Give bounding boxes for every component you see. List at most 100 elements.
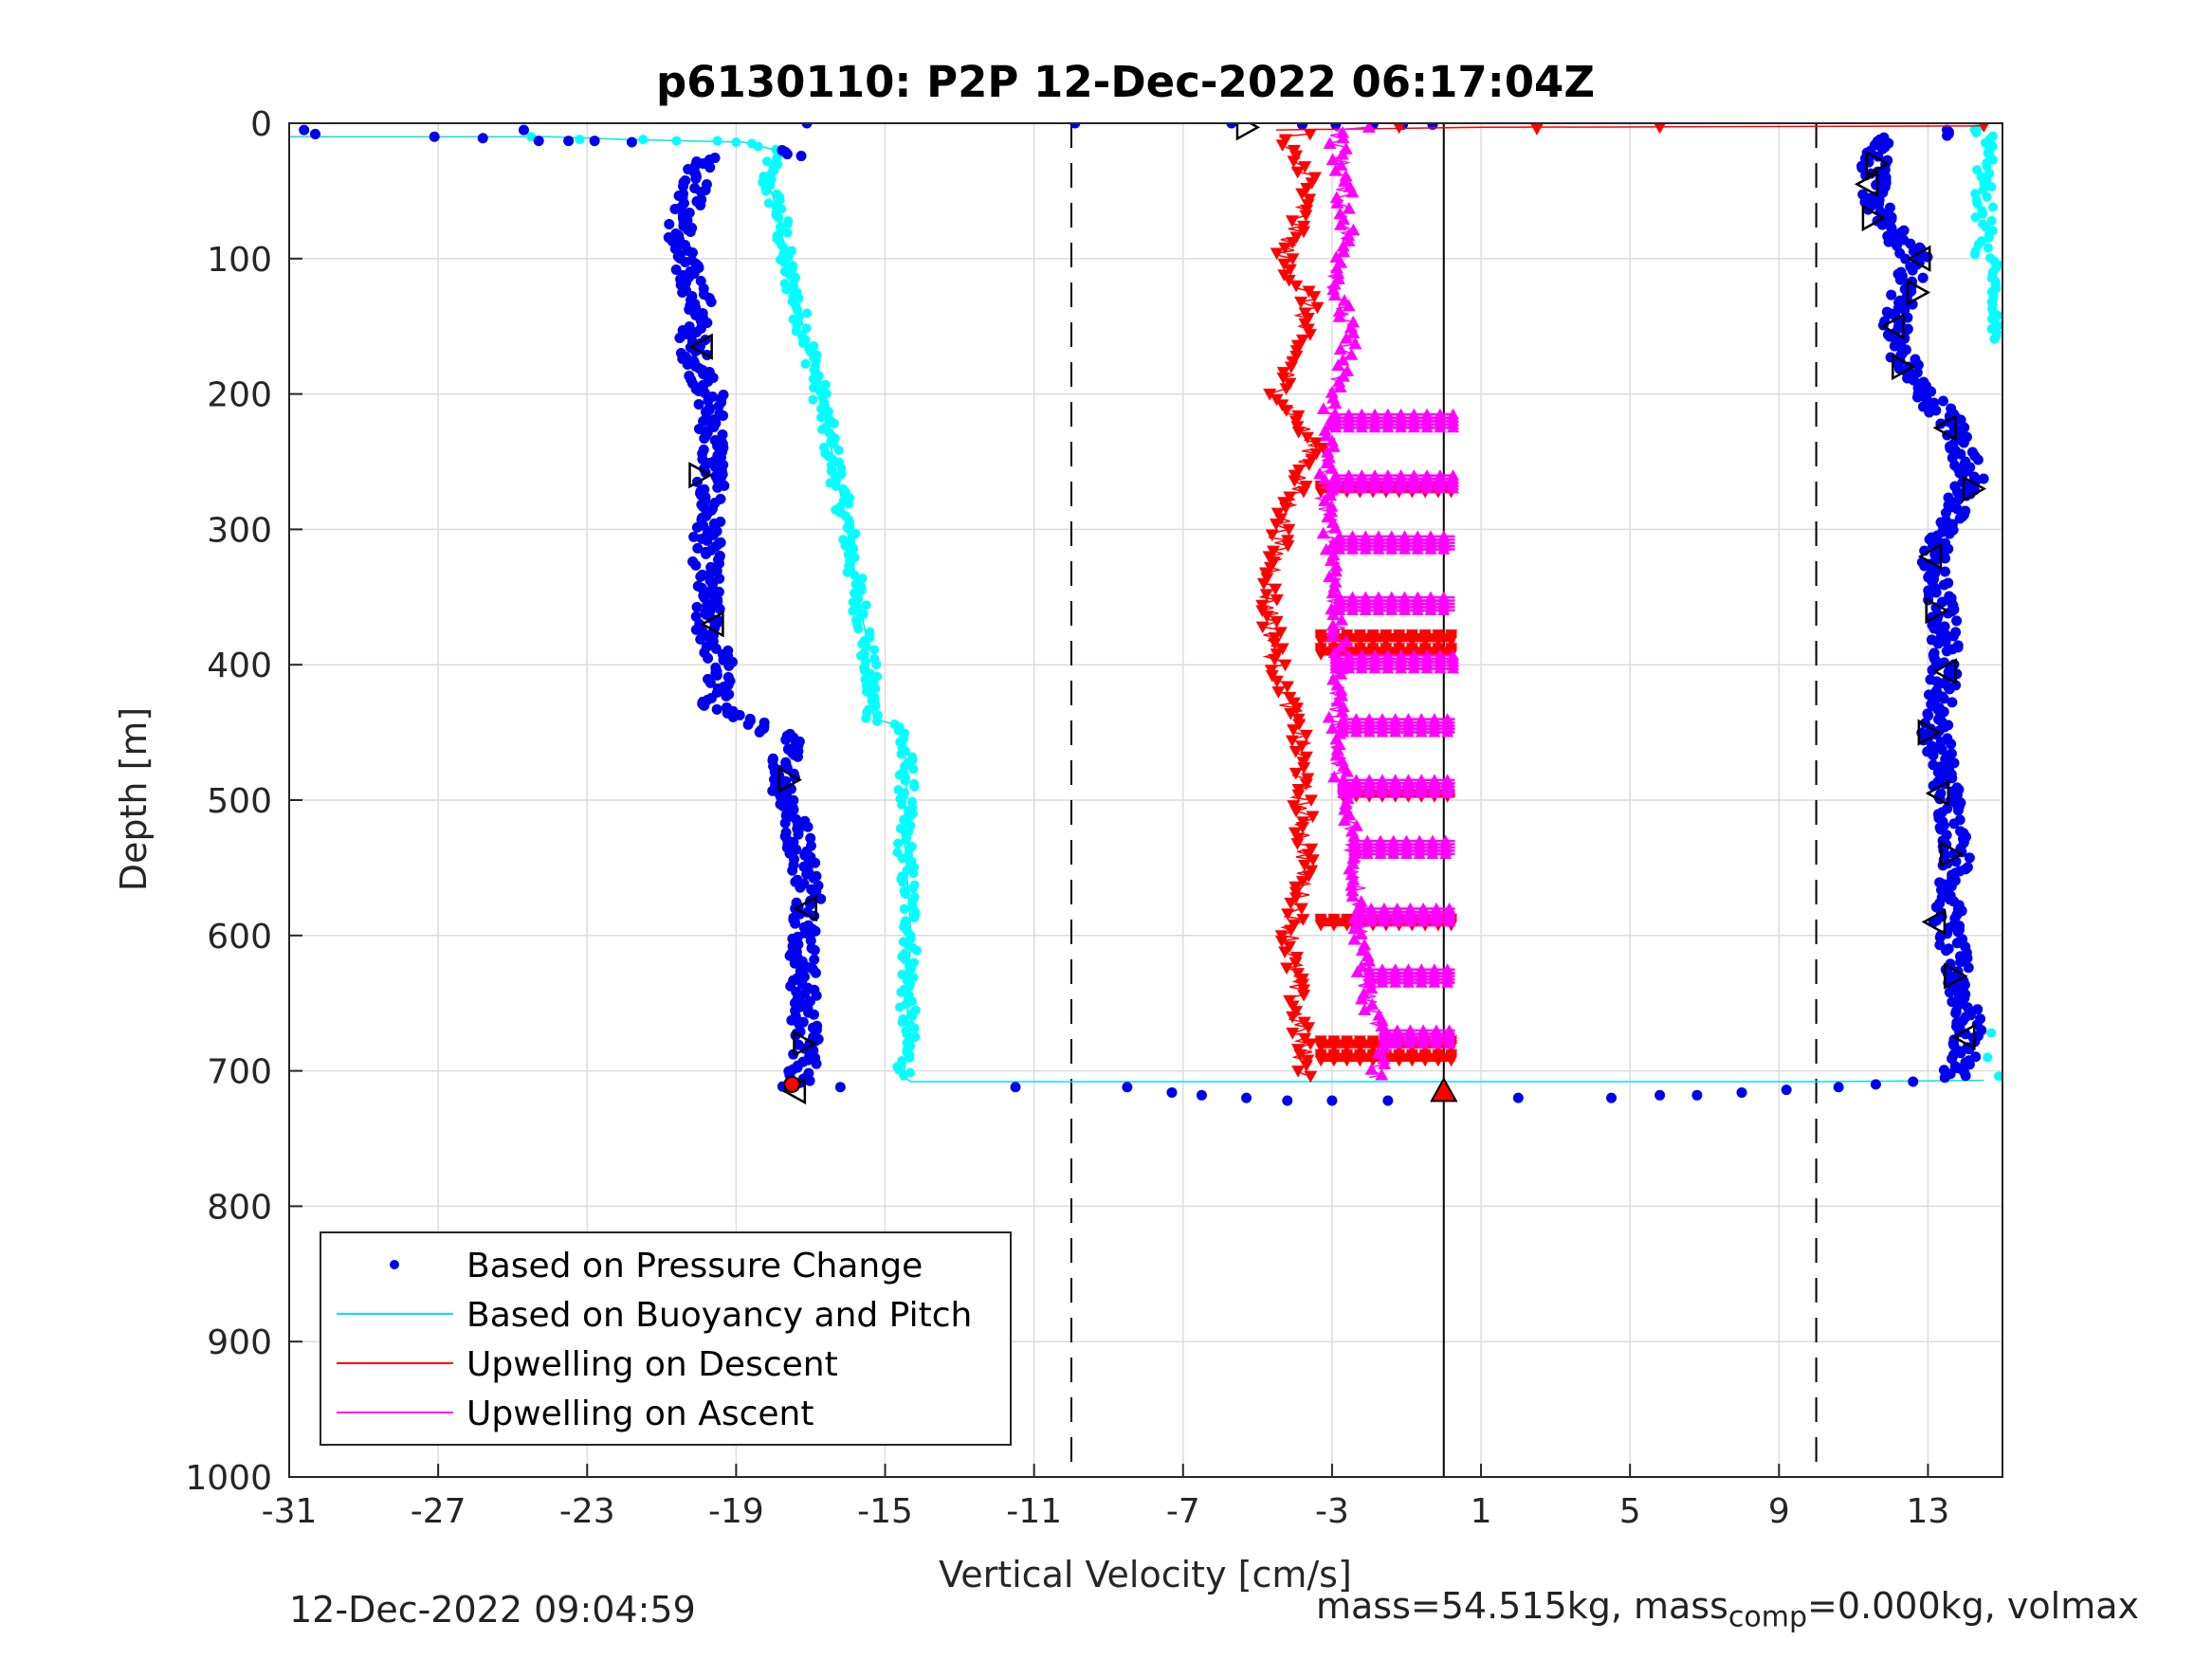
open-triangle-marker	[1907, 245, 1931, 272]
legend-label-buoyancy: Based on Buoyancy and Pitch	[466, 1296, 972, 1335]
ascent-marker	[1338, 813, 1352, 827]
ascent-marker	[1329, 558, 1344, 572]
ascent-burst-marker	[1347, 848, 1361, 860]
ascent-marker	[1330, 743, 1344, 756]
descent-marker	[1289, 805, 1304, 818]
ascent-burst-marker	[1401, 725, 1415, 738]
y-tick-label: 1000	[185, 1459, 272, 1498]
pressure-ascent-point	[1948, 818, 1960, 830]
pressure-descent-point	[698, 368, 709, 379]
ascent-burst-marker	[1346, 543, 1360, 555]
ascent-marker	[1325, 629, 1339, 642]
pressure-sparse-point	[1781, 1085, 1792, 1096]
ascent-burst-marker	[1395, 662, 1408, 674]
pressure-sparse-point	[309, 128, 320, 139]
descent-marker	[1289, 767, 1303, 780]
ascent-burst-marker	[1381, 482, 1395, 494]
ascent-marker	[1340, 765, 1354, 777]
pressure-descent-point	[704, 162, 716, 173]
pressure-ascent-point	[1947, 630, 1959, 642]
open-triangle-marker	[1925, 779, 1950, 807]
descent-marker	[1297, 226, 1311, 239]
pressure-descent-point	[711, 703, 722, 715]
pressure-ascent-point	[1944, 987, 1955, 998]
descent-marker	[1300, 431, 1314, 445]
ascent-burst-marker	[1403, 1037, 1417, 1048]
pressure-ascent-point	[1926, 386, 1937, 397]
pressure-ascent-point	[1894, 274, 1906, 285]
descent-marker	[1307, 291, 1322, 303]
ascent-marker	[1377, 1051, 1391, 1065]
ascent-marker	[1325, 153, 1340, 166]
buoyancy-point	[861, 713, 871, 723]
x-tick-label: -23	[559, 1492, 615, 1531]
ascent-burst-marker	[1447, 482, 1460, 494]
ascent-marker	[1375, 1067, 1389, 1081]
descent-marker	[1310, 301, 1325, 315]
pressure-sparse-point	[1606, 1092, 1618, 1103]
descent-burst-marker	[1327, 1042, 1341, 1053]
ascent-burst-marker	[1368, 662, 1381, 674]
descent-marker	[1303, 128, 1317, 141]
pressure-descent-point	[701, 548, 712, 559]
buoyancy-point	[901, 835, 911, 846]
ascent-burst-marker	[1364, 915, 1378, 927]
pressure-descent-point	[808, 872, 819, 884]
ascent-marker	[1345, 185, 1360, 198]
pressure-descent-point	[703, 652, 714, 664]
descent-marker	[1280, 681, 1294, 694]
ascent-marker	[1339, 797, 1353, 810]
buoyancy-point	[808, 394, 818, 405]
ascent-marker	[1334, 640, 1348, 653]
descent-marker	[1289, 745, 1303, 758]
descent-marker	[1299, 210, 1313, 223]
pressure-descent-point	[695, 571, 706, 582]
buoyancy-pitch-points	[526, 123, 2002, 1082]
descent-burst-marker	[1418, 635, 1432, 647]
ascent-marker	[1323, 137, 1337, 150]
pressure-descent-point	[704, 677, 716, 688]
open-triangle-marker	[1940, 840, 1965, 868]
pressure-descent-point	[779, 817, 791, 829]
descent-burst-marker	[1353, 1042, 1366, 1053]
pressure-ascent-point	[1928, 750, 1939, 761]
pressure-ascent-point	[1963, 962, 1974, 974]
open-triangle-marker	[1865, 150, 1891, 177]
pressure-descent-point	[685, 227, 696, 238]
descent-burst-marker	[1353, 635, 1366, 647]
ascent-burst-marker	[1437, 543, 1451, 555]
buoyancy-point	[761, 156, 772, 167]
pressure-descent-point	[691, 601, 703, 612]
descent-marker	[1293, 1048, 1307, 1062]
ascent-marker	[1335, 705, 1349, 718]
ascent-burst-marker	[1447, 662, 1460, 674]
descent-marker	[1296, 914, 1310, 926]
pressure-descent-point	[787, 865, 798, 876]
pressure-ascent-point	[1947, 697, 1958, 708]
descent-marker	[1281, 539, 1295, 553]
buoyancy-point	[853, 624, 864, 634]
pressure-ascent-point	[1938, 395, 1949, 407]
descent-marker	[1296, 485, 1310, 499]
ascent-marker	[1332, 374, 1346, 388]
buoyancy-point	[774, 212, 784, 223]
pressure-ascent-point	[1900, 253, 1911, 264]
descent-marker	[1256, 577, 1271, 591]
ascent-burst-marker	[1417, 915, 1430, 927]
ascent-marker	[1346, 326, 1361, 338]
descent-burst-marker	[1327, 1055, 1341, 1067]
ascent-burst-marker	[1441, 725, 1454, 738]
pressure-sparse-point	[1654, 1089, 1666, 1101]
pressure-descent-point	[705, 296, 717, 307]
buoyancy-ascent-point	[1986, 215, 1997, 226]
descent-marker	[1287, 155, 1301, 168]
descent-marker	[1284, 708, 1298, 720]
buoyancy-point	[671, 136, 682, 146]
buoyancy-point	[899, 1070, 909, 1081]
ascent-marker	[1318, 424, 1332, 436]
ascent-burst-marker	[1391, 915, 1404, 927]
ascent-burst-marker	[1403, 915, 1417, 927]
ascent-marker	[1329, 191, 1344, 204]
ascent-marker	[1316, 526, 1330, 539]
buoyancy-ascent-point	[1989, 334, 2000, 344]
